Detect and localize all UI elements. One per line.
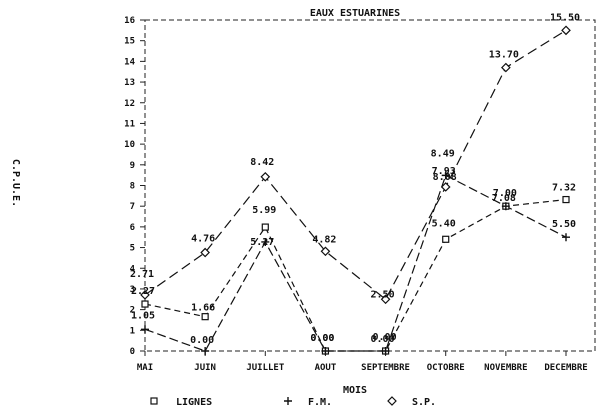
diamond-marker-icon (561, 25, 571, 36)
x-tick-label: MAI (137, 363, 153, 373)
square-marker-icon (150, 397, 158, 405)
data-label: 15.50 (550, 12, 580, 23)
plus-marker-icon (441, 171, 450, 180)
x-tick-label: JUILLET (246, 363, 285, 373)
data-label: 2.50 (371, 289, 395, 300)
plus-marker-icon (501, 202, 510, 211)
data-label: 0.00 (371, 334, 395, 345)
y-tick-label: 3 (130, 285, 135, 295)
data-label: 5.27 (250, 237, 274, 248)
plot-frame (144, 19, 596, 352)
data-label: 1.05 (131, 310, 155, 321)
data-label: 8.49 (431, 148, 455, 159)
data-label: 1.66 (191, 303, 215, 314)
x-tick-label: NOVEMBRE (484, 363, 527, 373)
y-tick-label: 9 (130, 161, 135, 171)
x-tick-label: SEPTEMBRE (361, 363, 410, 373)
x-tick-label: OCTOBRE (427, 363, 465, 373)
data-label: 2.71 (130, 269, 154, 280)
y-tick-label: 8 (130, 182, 135, 192)
legend: LIGNES F.M. S.P. (150, 396, 436, 408)
data-label: 7.00 (493, 188, 517, 199)
square-marker-icon (562, 195, 570, 204)
y-tick-label: 2 (130, 306, 135, 316)
plus-marker-icon (321, 347, 330, 355)
legend-label-fm: F.M. (308, 397, 332, 408)
square-marker-icon (201, 313, 209, 321)
diamond-marker-icon (501, 62, 511, 73)
data-labels: 2.27 1.66 5.99 0.00 0.00 5.40 7.00 7.32 1.05 0.00… (130, 12, 580, 346)
data-label: 0.00 (373, 332, 397, 343)
data-label: 5.99 (252, 205, 276, 216)
y-tick-label: 12 (124, 99, 135, 109)
x-axis-title: MOIS (343, 385, 367, 396)
y-tick-label: 4 (130, 264, 136, 274)
data-label: 8.42 (250, 157, 274, 168)
diamond-marker-icon (200, 247, 210, 258)
y-tick-label: 14 (124, 57, 135, 67)
square-marker-icon (261, 223, 269, 231)
plus-marker-icon (201, 347, 210, 355)
data-label: 7.08 (492, 193, 516, 204)
diamond-marker-icon (380, 294, 391, 305)
diamond-marker-icon (387, 396, 397, 406)
series-line-fm (144, 174, 567, 352)
y-tick-label: 5 (130, 244, 135, 254)
data-label-extra: 8.08 (433, 172, 457, 183)
x-tick-label: DECEMBRE (544, 363, 587, 373)
plus-marker-icon (261, 237, 270, 246)
plus-marker-icon (381, 347, 390, 355)
diamond-marker-icon (260, 171, 271, 182)
y-tick-label: 6 (130, 223, 135, 233)
x-tick-label: JUIN (194, 363, 216, 373)
legend-label-sp: S.P. (412, 397, 436, 408)
series-line-sp (144, 29, 567, 301)
legend-item-fm: F.M. (284, 397, 332, 408)
y-tick-label: 15 (124, 37, 135, 47)
data-label: 7.93 (432, 166, 456, 177)
legend-label-lignes: LIGNES (176, 397, 212, 408)
diamond-marker-icon (320, 246, 331, 257)
plus-marker-icon (284, 397, 292, 405)
y-tick-label: 0 (130, 347, 135, 357)
plus-marker-icon (141, 325, 149, 334)
data-label: 0.00 (310, 333, 334, 344)
series-line-lignes (144, 198, 567, 352)
y-axis-title: C.P.U.E. (10, 159, 21, 207)
plus-marker-icon (562, 233, 570, 242)
data-label: 0.00 (190, 335, 214, 346)
y-tick-label: 11 (124, 119, 135, 129)
legend-item-sp: S.P. (387, 396, 436, 408)
chart-title: EAUX ESTUARINES (310, 8, 400, 19)
data-label: 5.40 (432, 218, 456, 229)
y-tick-label: 13 (124, 78, 135, 88)
square-marker-icon (141, 300, 149, 308)
series-markers (140, 25, 571, 355)
y-tick-label: 1 (130, 326, 135, 336)
data-label: 0.00 (310, 333, 334, 344)
diamond-marker-icon (440, 182, 451, 192)
data-label: 4.82 (312, 234, 336, 245)
series-lines (144, 29, 567, 352)
data-label: 7.32 (552, 183, 576, 194)
y-tick-label: 16 (124, 16, 135, 26)
y-tick-label: 10 (124, 140, 135, 150)
square-marker-icon (442, 235, 450, 243)
data-label: 5.50 (552, 219, 576, 230)
x-tick-label: AOUT (315, 363, 337, 373)
diamond-marker-icon (140, 290, 150, 300)
data-label: 13.70 (489, 50, 519, 61)
legend-item-lignes: LIGNES (150, 397, 212, 408)
data-label: 4.76 (191, 234, 215, 245)
data-label: 2.27 (131, 286, 155, 297)
y-tick-label: 7 (130, 202, 135, 212)
